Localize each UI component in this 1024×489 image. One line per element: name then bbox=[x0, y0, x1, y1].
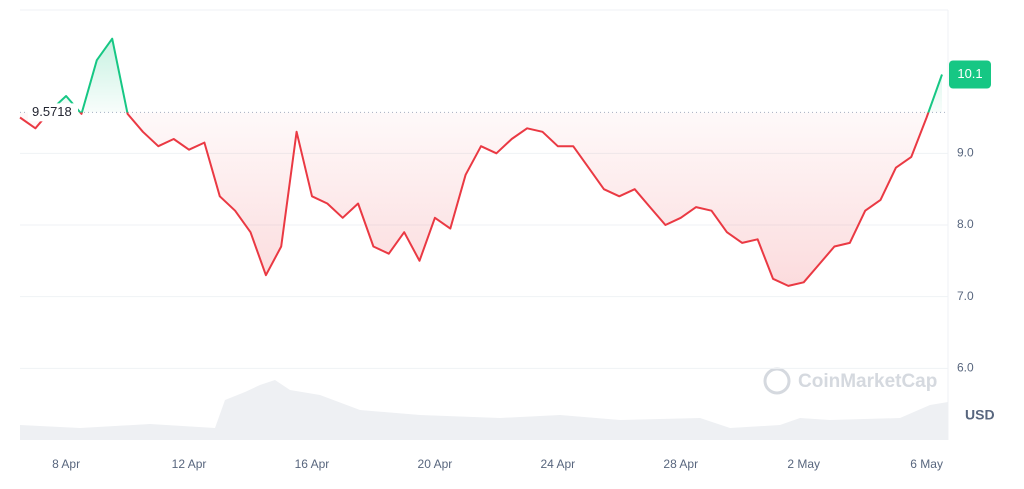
x-tick-label: 16 Apr bbox=[295, 457, 330, 471]
y-tick-label: 8.0 bbox=[957, 217, 974, 231]
x-tick-label: 24 Apr bbox=[540, 457, 575, 471]
price-line bbox=[19, 37, 943, 287]
price-tag bbox=[949, 60, 991, 89]
watermark-logo bbox=[763, 367, 791, 395]
x-tick-label: 2 May bbox=[787, 457, 820, 471]
price-tag-label: 10.1 bbox=[957, 66, 982, 81]
x-tick-label: 6 May bbox=[910, 457, 943, 471]
x-tick-label: 20 Apr bbox=[418, 457, 453, 471]
baseline-label-bg bbox=[28, 103, 78, 122]
unit-label: USD bbox=[965, 407, 995, 423]
x-tick-label: 12 Apr bbox=[172, 457, 207, 471]
x-tick-label: 8 Apr bbox=[52, 457, 80, 471]
y-tick-label: 6.0 bbox=[957, 361, 974, 375]
area-fill bbox=[20, 38, 942, 286]
y-tick-label: 7.0 bbox=[957, 289, 974, 303]
y-tick-label: 9.0 bbox=[957, 146, 974, 160]
volume-area bbox=[20, 380, 948, 440]
x-tick-label: 28 Apr bbox=[663, 457, 698, 471]
baseline-label: 9.5718 bbox=[32, 104, 72, 119]
watermark-text: CoinMarketCap bbox=[798, 371, 937, 392]
watermark: CoinMarketCap bbox=[763, 367, 937, 395]
